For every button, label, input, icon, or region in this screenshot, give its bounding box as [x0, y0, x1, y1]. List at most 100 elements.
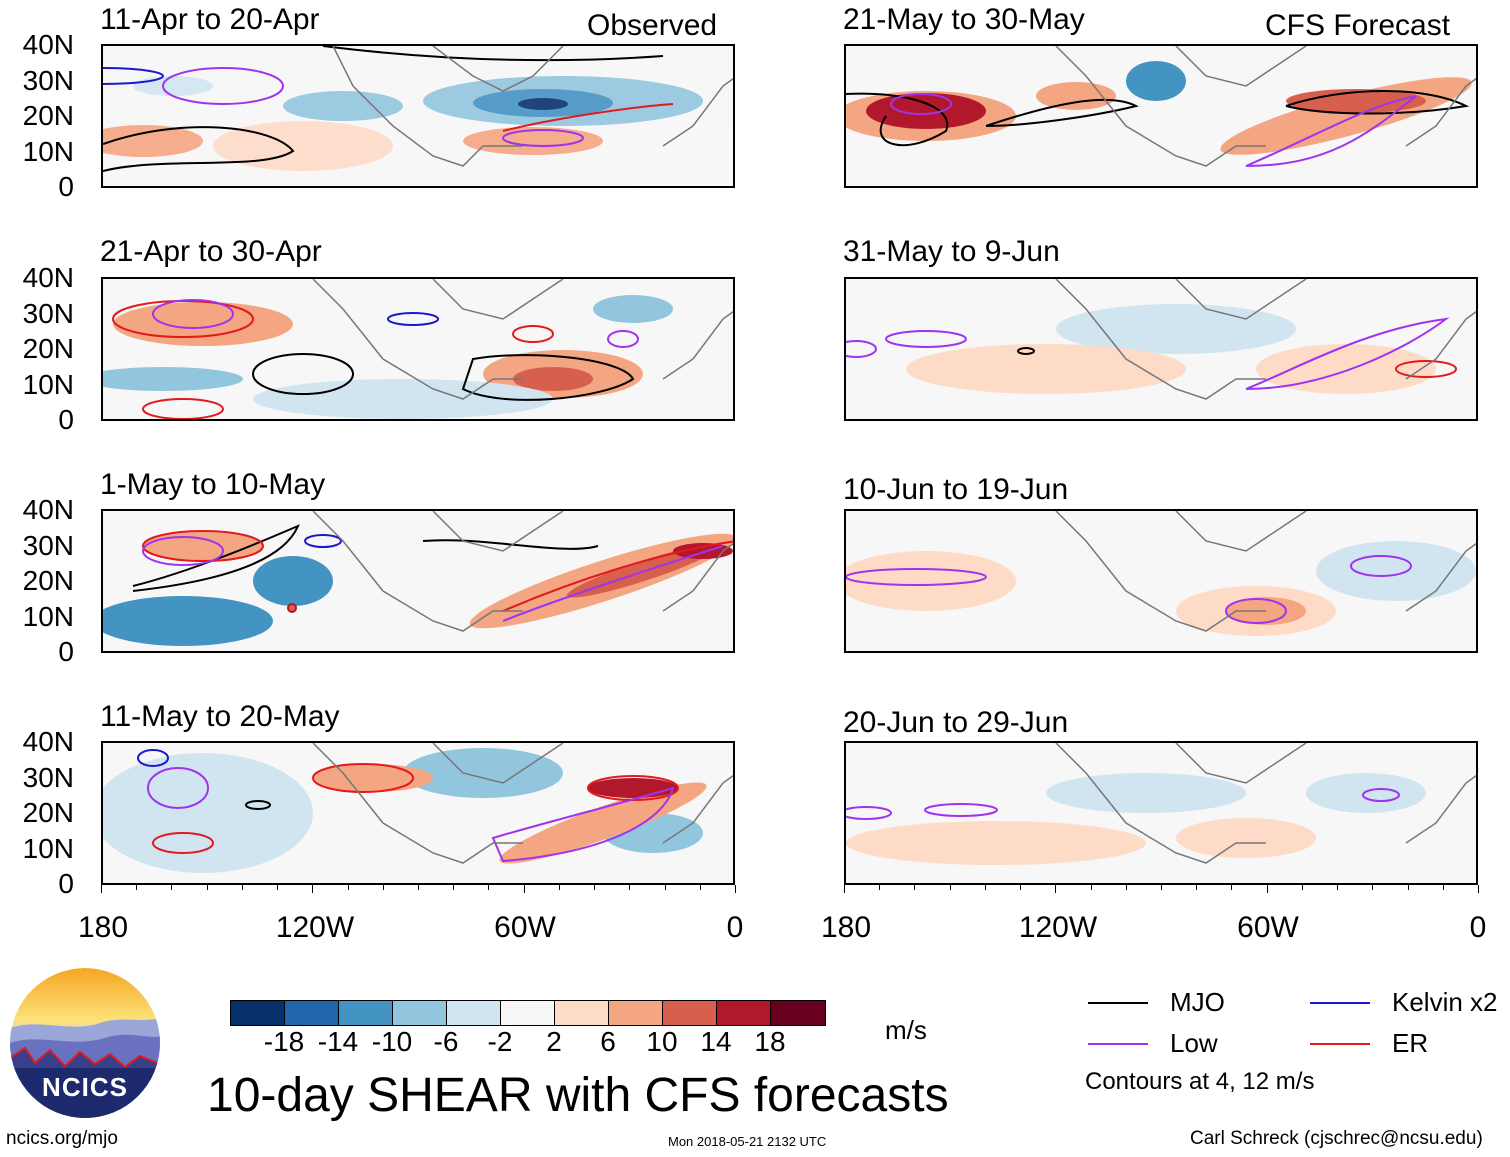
- colorbar-swatch: [555, 1001, 609, 1025]
- colorbar-label: 14: [700, 1026, 732, 1057]
- map-panel: [844, 44, 1478, 188]
- y-tick-label: 0: [58, 636, 74, 667]
- x-tick-mark: [1266, 885, 1268, 893]
- observed-label: Observed: [587, 9, 718, 42]
- map-panel: [844, 741, 1478, 885]
- colorbar-label: 18: [754, 1026, 786, 1057]
- y-tick-label: 40N: [22, 262, 74, 293]
- y-tick-label: 0: [58, 868, 74, 899]
- x-tick-mark: [101, 885, 102, 893]
- y-tick-label: 40N: [22, 29, 74, 60]
- x-tick-mark: [629, 885, 631, 890]
- legend-label: ER: [1392, 1028, 1429, 1058]
- x-tick-label: 60W: [1237, 911, 1299, 944]
- y-tick-label: 20N: [22, 797, 74, 828]
- y-tick-label: 40N: [22, 494, 74, 525]
- colorbar-label: -10: [371, 1026, 413, 1057]
- y-tick-label: 10N: [22, 600, 74, 632]
- x-tick-mark: [312, 885, 314, 893]
- colorbar-swatch: [231, 1001, 285, 1025]
- x-tick-mark: [699, 885, 701, 890]
- panel-title: 1-May to 10-May: [100, 468, 326, 501]
- y-tick-label: 30N: [22, 529, 74, 561]
- x-tick-label: 180: [77, 911, 129, 944]
- colorbar-swatch: [663, 1001, 717, 1025]
- forecast-label: CFS Forecast: [1265, 9, 1451, 42]
- x-tick-mark: [1125, 885, 1127, 890]
- x-tick-mark: [949, 885, 951, 890]
- footer-author: Carl Schreck (cjschrec@ncsu.edu): [1190, 1128, 1483, 1149]
- x-tick-mark: [523, 885, 525, 893]
- panel-title: 20-Jun to 29-Jun: [843, 706, 1069, 739]
- map-panel: [101, 509, 735, 653]
- colorbar-label: -18: [263, 1026, 305, 1057]
- legend-mjo: MJO: [1088, 987, 1225, 1018]
- x-tick-mark: [1196, 885, 1198, 890]
- x-tick-mark: [206, 885, 208, 890]
- x-tick-label: 60W: [494, 911, 556, 944]
- panel-title: 11-Apr to 20-Apr: [100, 3, 320, 36]
- x-tick-mark: [1020, 885, 1022, 890]
- legend-label: Kelvin x2: [1392, 987, 1498, 1017]
- legend-line: [1310, 1001, 1370, 1004]
- x-tick-mark: [914, 885, 916, 890]
- colorbar-label: -6: [433, 1026, 459, 1057]
- x-tick-mark: [664, 885, 666, 890]
- panel-title: 10-Jun to 19-Jun: [843, 473, 1069, 506]
- x-tick-mark: [1372, 885, 1374, 890]
- figure-title: 10-day SHEAR with CFS forecasts: [207, 1069, 949, 1122]
- colorbar-label: 2: [546, 1026, 562, 1057]
- x-tick-mark: [594, 885, 596, 890]
- x-tick-label: 180: [820, 911, 872, 944]
- x-tick-mark: [382, 885, 384, 890]
- legend-er: ER: [1310, 1028, 1428, 1059]
- x-tick-mark: [735, 885, 736, 893]
- x-tick-mark: [1442, 885, 1444, 890]
- y-tick-label: 10N: [22, 135, 74, 167]
- x-tick-mark: [1231, 885, 1233, 890]
- legend-note: Contours at 4, 12 m/s: [1085, 1068, 1315, 1095]
- colorbar-swatch: [771, 1001, 825, 1025]
- y-tick-label: 30N: [22, 761, 74, 793]
- footer-url[interactable]: ncics.org/mjo: [6, 1128, 118, 1149]
- panel-title: 11-May to 20-May: [100, 700, 340, 733]
- contours: [103, 46, 674, 172]
- y-tick-label: 30N: [22, 64, 74, 96]
- colorbar-swatch: [285, 1001, 339, 1025]
- x-tick-mark: [136, 885, 138, 890]
- x-tick-label: 120W: [1018, 911, 1098, 944]
- x-tick-mark: [1161, 885, 1162, 890]
- colorbar-swatch: [609, 1001, 663, 1025]
- y-tick-label: 10N: [22, 832, 74, 864]
- y-tick-label: 40N: [22, 726, 74, 757]
- colorbar-swatch: [447, 1001, 501, 1025]
- y-tick-label: 20N: [22, 565, 74, 596]
- colorbar-swatch: [717, 1001, 771, 1025]
- legend-label: MJO: [1170, 987, 1225, 1017]
- x-tick-mark: [347, 885, 349, 890]
- x-tick-mark: [844, 885, 845, 893]
- x-tick-label: 120W: [275, 911, 355, 944]
- x-tick-mark: [453, 885, 455, 890]
- legend-kelvin: Kelvin x2: [1310, 987, 1498, 1018]
- y-tick-label: 30N: [22, 297, 74, 329]
- y-tick-label: 0: [58, 171, 74, 202]
- y-tick-label: 20N: [22, 333, 74, 364]
- legend-low: Low: [1088, 1028, 1218, 1059]
- x-tick-mark: [1407, 885, 1409, 890]
- logo-text: NCICS: [42, 1072, 128, 1102]
- x-tick-label: 0: [726, 911, 744, 944]
- colorbar-swatch: [501, 1001, 555, 1025]
- ncics-logo: NCICS: [10, 968, 160, 1118]
- colorbar-label: 10: [646, 1026, 678, 1057]
- panel-title: 21-May to 30-May: [843, 3, 1085, 36]
- shading: [103, 46, 733, 186]
- x-tick-mark: [984, 885, 986, 890]
- colorbar-swatch: [339, 1001, 393, 1025]
- legend-line: [1088, 1001, 1148, 1004]
- colorbar-swatch: [393, 1001, 447, 1025]
- map-panel: [844, 509, 1478, 653]
- y-tick-label: 0: [58, 404, 74, 435]
- x-tick-mark: [558, 885, 560, 890]
- x-tick-mark: [241, 885, 243, 890]
